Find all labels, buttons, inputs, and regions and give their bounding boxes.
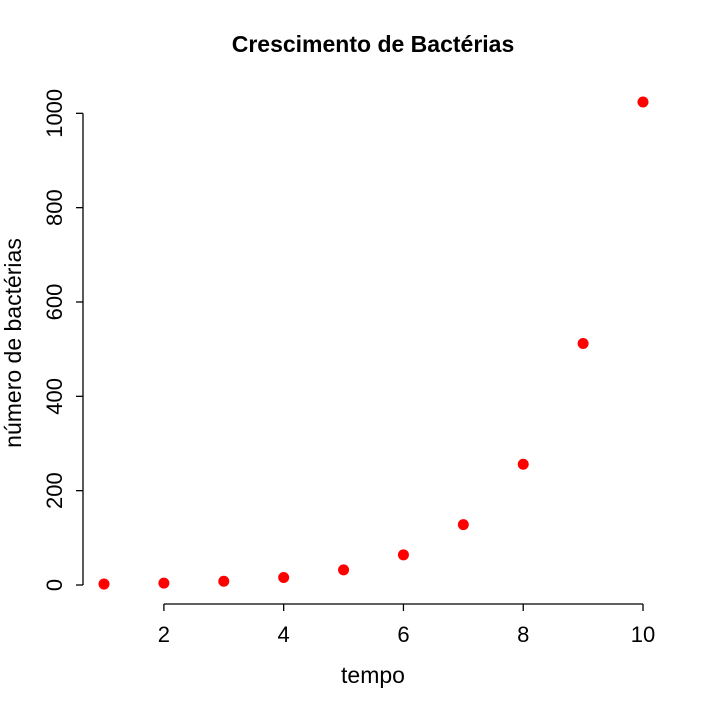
chart-title: Crescimento de Bactérias	[232, 31, 515, 57]
data-point	[397, 549, 409, 561]
data-point	[158, 577, 170, 589]
x-axis-ticks: 2 4 6 8 10	[158, 604, 655, 647]
y-axis-label: número de bactérias	[0, 238, 26, 448]
data-point	[338, 564, 350, 576]
x-tick-label: 6	[397, 622, 409, 647]
axes	[82, 113, 643, 605]
data-points	[98, 96, 649, 590]
y-tick-label: 1000	[42, 89, 67, 138]
x-tick-label: 2	[158, 622, 170, 647]
data-point	[278, 571, 290, 583]
x-tick-label: 8	[517, 622, 529, 647]
x-axis-label: tempo	[341, 662, 405, 688]
x-tick-label: 10	[631, 622, 655, 647]
y-tick-label: 600	[42, 284, 67, 321]
y-tick-label: 800	[42, 189, 67, 226]
data-point	[637, 96, 649, 108]
y-tick-label: 400	[42, 378, 67, 415]
data-point	[98, 578, 110, 590]
y-axis-ticks: 0 200 400 600 800 1000	[42, 89, 83, 591]
x-tick-label: 4	[278, 622, 290, 647]
data-point	[457, 519, 469, 531]
y-tick-label: 200	[42, 472, 67, 509]
data-point	[218, 575, 230, 587]
y-tick-label: 0	[42, 579, 67, 591]
data-point	[577, 338, 589, 349]
data-point	[517, 458, 529, 470]
